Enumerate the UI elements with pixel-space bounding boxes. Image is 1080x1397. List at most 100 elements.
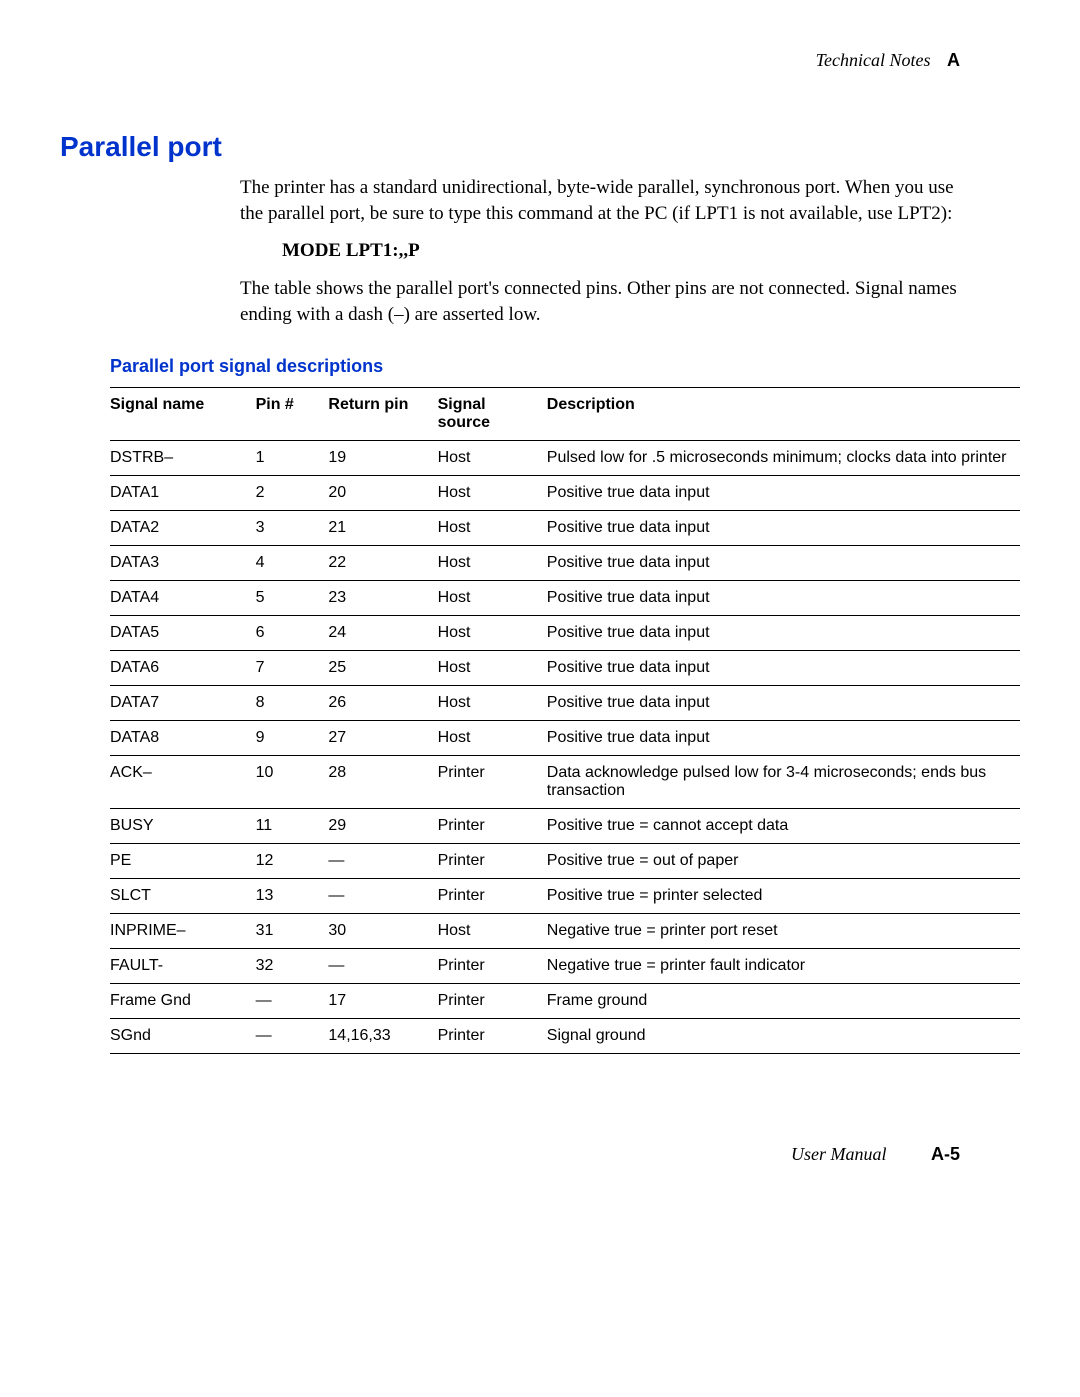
table-cell: Host [438, 720, 547, 755]
table-row: Frame Gnd—17PrinterFrame ground [110, 983, 1020, 1018]
table-cell: Positive true data input [547, 650, 1020, 685]
table-cell: 12 [256, 843, 329, 878]
table-cell: PE [110, 843, 256, 878]
table-cell: Positive true = printer selected [547, 878, 1020, 913]
table-cell: Signal ground [547, 1018, 1020, 1053]
table-cell: FAULT- [110, 948, 256, 983]
table-cell: DATA1 [110, 475, 256, 510]
table-row: SLCT13—PrinterPositive true = printer se… [110, 878, 1020, 913]
page: Technical Notes A Parallel port The prin… [0, 0, 1080, 1225]
table-cell: SLCT [110, 878, 256, 913]
table-cell: Positive true = cannot accept data [547, 808, 1020, 843]
header-appendix: A [947, 50, 960, 70]
table-cell: 1 [256, 440, 329, 475]
table-cell: Frame Gnd [110, 983, 256, 1018]
footer-page: A-5 [931, 1144, 960, 1164]
table-cell: Positive true = out of paper [547, 843, 1020, 878]
table-row: DATA7826HostPositive true data input [110, 685, 1020, 720]
table-row: DATA8927HostPositive true data input [110, 720, 1020, 755]
table-cell: Host [438, 545, 547, 580]
table-cell: 31 [256, 913, 329, 948]
col-header-description: Description [547, 387, 1020, 440]
table-cell: 4 [256, 545, 329, 580]
table-cell: Pulsed low for .5 microseconds minimum; … [547, 440, 1020, 475]
intro-paragraph: The printer has a standard unidirectiona… [240, 175, 970, 226]
table-cell: Positive true data input [547, 720, 1020, 755]
table-cell: 17 [328, 983, 437, 1018]
table-cell: 27 [328, 720, 437, 755]
table-cell: Host [438, 580, 547, 615]
table-cell: — [328, 843, 437, 878]
table-cell: 9 [256, 720, 329, 755]
table-cell: DATA3 [110, 545, 256, 580]
table-cell: 7 [256, 650, 329, 685]
table-cell: DATA5 [110, 615, 256, 650]
mode-command: MODE LPT1:,,P [282, 240, 970, 262]
table-cell: 21 [328, 510, 437, 545]
table-cell: 23 [328, 580, 437, 615]
table-cell: 5 [256, 580, 329, 615]
table-row: DATA5624HostPositive true data input [110, 615, 1020, 650]
running-header: Technical Notes A [60, 50, 970, 71]
col-header-return-pin: Return pin [328, 387, 437, 440]
table-cell: Host [438, 440, 547, 475]
table-cell: 19 [328, 440, 437, 475]
table-cell: — [256, 983, 329, 1018]
table-cell: Printer [438, 808, 547, 843]
table-cell: — [328, 878, 437, 913]
table-cell: Positive true data input [547, 580, 1020, 615]
table-cell: Negative true = printer fault indicator [547, 948, 1020, 983]
table-row: DSTRB–119HostPulsed low for .5 microseco… [110, 440, 1020, 475]
table-cell: DATA4 [110, 580, 256, 615]
table-cell: Positive true data input [547, 545, 1020, 580]
table-row: SGnd—14,16,33PrinterSignal ground [110, 1018, 1020, 1053]
table-row: ACK–1028PrinterData acknowledge pulsed l… [110, 755, 1020, 808]
table-cell: Positive true data input [547, 510, 1020, 545]
signals-table: Signal name Pin # Return pin Signal sour… [110, 387, 1020, 1054]
table-cell: 22 [328, 545, 437, 580]
footer-manual: User Manual [791, 1144, 887, 1164]
table-cell: Frame ground [547, 983, 1020, 1018]
table-cell: Host [438, 685, 547, 720]
table-cell: DATA2 [110, 510, 256, 545]
table-cell: 10 [256, 755, 329, 808]
table-row: FAULT-32—PrinterNegative true = printer … [110, 948, 1020, 983]
table-cell: Printer [438, 948, 547, 983]
table-cell: Printer [438, 843, 547, 878]
table-row: DATA1220HostPositive true data input [110, 475, 1020, 510]
table-cell: Printer [438, 983, 547, 1018]
table-cell: DATA6 [110, 650, 256, 685]
table-cell: Host [438, 913, 547, 948]
table-cell: 11 [256, 808, 329, 843]
header-title: Technical Notes [816, 50, 931, 70]
table-cell: SGnd [110, 1018, 256, 1053]
table-cell: Negative true = printer port reset [547, 913, 1020, 948]
table-cell: 32 [256, 948, 329, 983]
table-cell: 2 [256, 475, 329, 510]
table-cell: 8 [256, 685, 329, 720]
table-row: INPRIME–3130HostNegative true = printer … [110, 913, 1020, 948]
table-cell: DSTRB– [110, 440, 256, 475]
table-row: BUSY1129PrinterPositive true = cannot ac… [110, 808, 1020, 843]
table-cell: Positive true data input [547, 685, 1020, 720]
table-row: DATA6725HostPositive true data input [110, 650, 1020, 685]
table-cell: INPRIME– [110, 913, 256, 948]
table-header-row: Signal name Pin # Return pin Signal sour… [110, 387, 1020, 440]
table-cell: 13 [256, 878, 329, 913]
page-footer: User Manual A-5 [60, 1144, 970, 1165]
table-row: DATA3422HostPositive true data input [110, 545, 1020, 580]
table-intro-paragraph: The table shows the parallel port's conn… [240, 276, 970, 327]
table-caption: Parallel port signal descriptions [110, 356, 970, 377]
table-cell: DATA8 [110, 720, 256, 755]
table-cell: Printer [438, 878, 547, 913]
table-cell: 14,16,33 [328, 1018, 437, 1053]
table-cell: 29 [328, 808, 437, 843]
col-header-signal-name: Signal name [110, 387, 256, 440]
table-cell: DATA7 [110, 685, 256, 720]
table-cell: 26 [328, 685, 437, 720]
table-cell: 30 [328, 913, 437, 948]
table-cell: — [328, 948, 437, 983]
table-cell: Printer [438, 755, 547, 808]
table-cell: Host [438, 650, 547, 685]
table-cell: — [256, 1018, 329, 1053]
